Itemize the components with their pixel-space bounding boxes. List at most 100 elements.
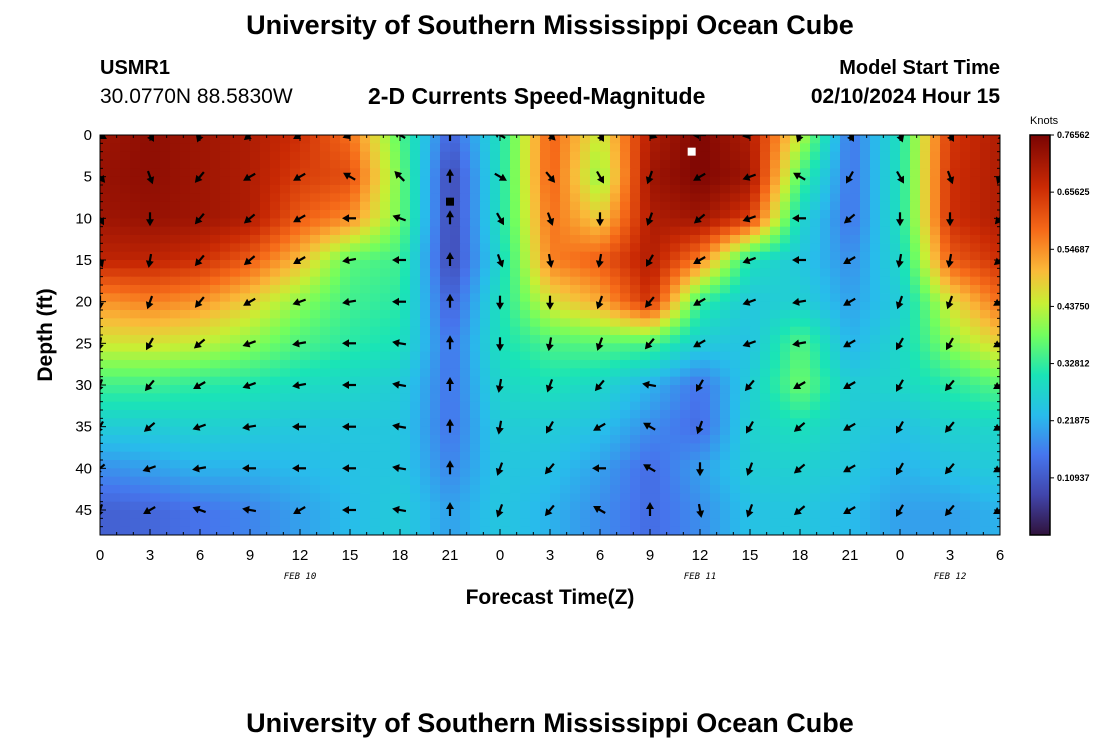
heatmap-cell xyxy=(590,276,601,286)
heatmap-cell xyxy=(600,418,611,428)
heatmap-cell xyxy=(190,135,201,144)
heatmap-cell xyxy=(410,193,421,203)
heatmap-cell xyxy=(610,235,621,244)
heatmap-cell xyxy=(430,451,441,461)
heatmap-cell xyxy=(240,501,251,511)
heatmap-cell xyxy=(230,485,241,494)
heatmap-cell xyxy=(770,260,781,269)
heatmap-cell xyxy=(290,210,301,219)
heatmap-cell xyxy=(780,135,791,144)
heatmap-cell xyxy=(560,351,571,361)
heatmap-cell xyxy=(970,268,981,278)
heatmap-cell xyxy=(400,443,411,453)
heatmap-cell xyxy=(230,376,241,386)
heatmap-cell xyxy=(290,226,301,236)
heatmap-cell xyxy=(310,143,321,153)
heatmap-cell xyxy=(200,185,211,194)
heatmap-cell xyxy=(110,235,121,244)
current-arrow xyxy=(100,463,106,474)
heatmap-cell xyxy=(370,410,381,419)
heatmap-cell xyxy=(630,418,641,428)
heatmap-cell xyxy=(220,193,231,203)
heatmap-cell xyxy=(890,285,901,294)
heatmap-cell xyxy=(240,360,251,369)
heatmap-cell xyxy=(180,468,191,478)
current-arrow xyxy=(896,379,904,392)
heatmap-cell xyxy=(860,368,871,378)
heatmap-cell xyxy=(300,168,311,178)
heatmap-cell xyxy=(790,176,801,186)
heatmap-cell xyxy=(200,343,211,353)
heatmap-cell xyxy=(820,243,831,253)
heatmap-cell xyxy=(490,226,501,236)
heatmap-cell xyxy=(280,526,291,535)
heatmap-cell xyxy=(970,335,981,344)
heatmap-cell xyxy=(750,435,761,444)
heatmap-cell xyxy=(520,201,531,211)
heatmap-cell xyxy=(510,285,521,294)
heatmap-cell xyxy=(410,393,421,403)
heatmap-cell xyxy=(550,368,561,378)
heatmap-cell xyxy=(290,360,301,369)
heatmap-cell xyxy=(970,410,981,419)
heatmap-cell xyxy=(380,201,391,211)
heatmap-cell xyxy=(940,393,951,403)
heatmap-cell xyxy=(790,143,801,153)
heatmap-cell xyxy=(590,226,601,236)
heatmap-cell xyxy=(380,518,391,528)
heatmap-cell xyxy=(300,293,311,303)
heatmap-cell xyxy=(450,151,461,161)
heatmap-cell xyxy=(150,185,161,194)
arrow-head xyxy=(993,382,1000,389)
heatmap-cell xyxy=(420,276,431,286)
heatmap-cell xyxy=(570,393,581,403)
heatmap-cell xyxy=(660,293,671,303)
heatmap-cell xyxy=(800,376,811,386)
heatmap-cell xyxy=(520,193,531,203)
current-arrow xyxy=(895,253,904,268)
arrow-head xyxy=(546,260,555,268)
heatmap-cell xyxy=(830,501,841,511)
heatmap-cell xyxy=(770,476,781,486)
heatmap-cell xyxy=(160,368,171,378)
arrow-head xyxy=(843,465,852,473)
heatmap-cell xyxy=(390,335,401,344)
current-arrow xyxy=(194,171,205,183)
heatmap-cell xyxy=(500,351,511,361)
heatmap-cell xyxy=(890,318,901,328)
heatmap-cell xyxy=(940,368,951,378)
heatmap-cell xyxy=(570,368,581,378)
heatmap-cell xyxy=(610,310,621,319)
heatmap-cell xyxy=(880,368,891,378)
heatmap-cell xyxy=(750,426,761,436)
arrow-head xyxy=(597,135,604,142)
heatmap-cell xyxy=(490,368,501,378)
heatmap-cell xyxy=(950,335,961,344)
heatmap-cell xyxy=(840,501,851,511)
heatmap-cell xyxy=(310,285,321,294)
heatmap-cell xyxy=(460,410,471,419)
heatmap-cell xyxy=(670,168,681,178)
heatmap-cell xyxy=(470,351,481,361)
heatmap-cell xyxy=(250,218,261,228)
heatmap-cell xyxy=(300,510,311,519)
heatmap-cell xyxy=(370,351,381,361)
heatmap-cell xyxy=(500,410,511,419)
heatmap-cell xyxy=(230,301,241,311)
heatmap-cell xyxy=(690,385,701,394)
heatmap-cell xyxy=(700,160,711,169)
heatmap-cell xyxy=(520,476,531,486)
heatmap-cell xyxy=(510,493,521,503)
heatmap-cell xyxy=(420,368,431,378)
heatmap-cell xyxy=(310,526,321,535)
heatmap-cell xyxy=(310,376,321,386)
heatmap-cell xyxy=(510,260,521,269)
heatmap-cell xyxy=(790,185,801,194)
heatmap-cell xyxy=(390,326,401,336)
heatmap-cell xyxy=(360,318,371,328)
heatmap-cell xyxy=(650,285,661,294)
heatmap-cell xyxy=(820,251,831,261)
heatmap-cell xyxy=(960,185,971,194)
heatmap-cell xyxy=(290,135,301,144)
heatmap-cell xyxy=(930,510,941,519)
